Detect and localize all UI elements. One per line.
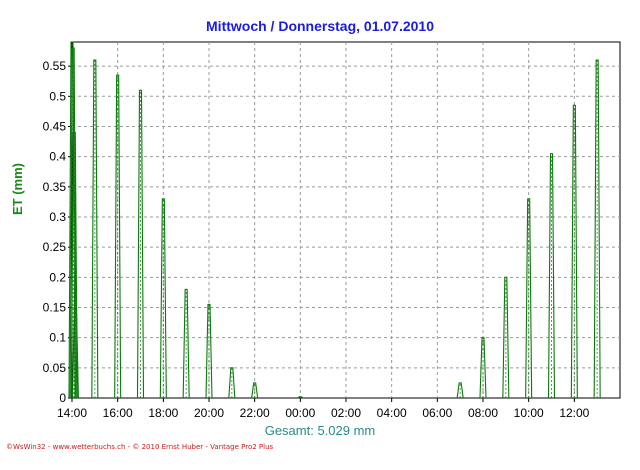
et-spike	[114, 74, 122, 399]
et-spike	[69, 47, 77, 399]
x-tick-label: 06:00	[422, 406, 452, 420]
y-tick-label: 0	[59, 391, 66, 405]
x-tick-label: 12:00	[559, 406, 589, 420]
x-tick-label: 08:00	[468, 406, 498, 420]
et-spike	[228, 367, 236, 399]
et-spike	[251, 382, 259, 399]
x-tick-label: 00:00	[285, 406, 315, 420]
et-spike	[456, 382, 464, 399]
y-tick-label: 0.3	[49, 210, 66, 224]
y-tick-label: 0.05	[43, 361, 67, 375]
y-tick-label: 0.2	[49, 270, 66, 284]
et-spike	[70, 131, 78, 399]
et-spike	[547, 153, 556, 399]
et-spike	[159, 198, 167, 399]
credit-text: ©WsWin32 - www.wetterbuchs.ch - © 2010 E…	[6, 443, 274, 451]
chart-title: Mittwoch / Donnerstag, 01.07.2010	[206, 18, 434, 34]
et-spike	[297, 396, 304, 399]
total-summary: Gesamt: 5.029 mm	[264, 423, 376, 438]
y-tick-label: 0.25	[43, 240, 67, 254]
et-spike	[525, 198, 533, 399]
y-tick-label: 0.4	[49, 150, 66, 164]
x-tick-label: 14:00	[57, 406, 87, 420]
x-tick-label: 10:00	[514, 406, 544, 420]
y-tick-label: 0.55	[43, 59, 67, 73]
y-tick-label: 0.15	[43, 300, 67, 314]
x-tick-label: 16:00	[103, 406, 133, 420]
y-tick-label: 0.35	[43, 180, 67, 194]
et-spike	[71, 306, 79, 399]
x-tick-label: 22:00	[240, 406, 270, 420]
y-tick-label: 0.1	[49, 331, 66, 345]
y-tick-label: 0.5	[49, 89, 66, 103]
et-spike	[136, 89, 145, 399]
x-tick-label: 20:00	[194, 406, 224, 420]
x-tick-label: 02:00	[331, 406, 361, 420]
et-spike	[502, 276, 510, 399]
x-tick-label: 18:00	[148, 406, 178, 420]
x-tick-label: 04:00	[377, 406, 407, 420]
y-tick-label: 0.45	[43, 119, 67, 133]
